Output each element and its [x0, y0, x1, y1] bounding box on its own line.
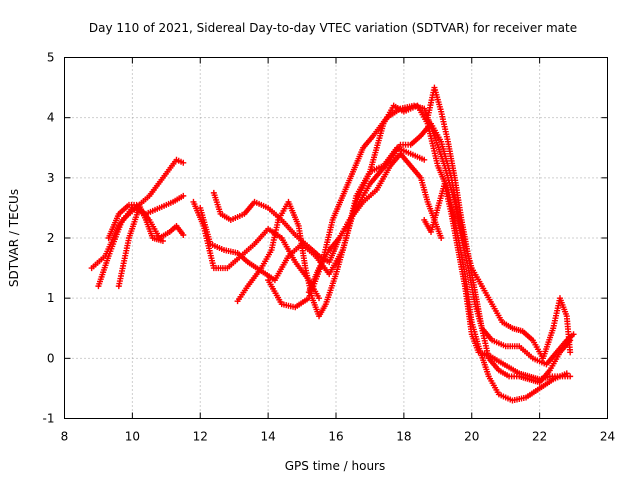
x-tick-label: 24 — [600, 430, 615, 444]
y-tick-label: 3 — [47, 171, 55, 185]
series-track-4 — [105, 201, 166, 245]
data-point-marker — [180, 192, 187, 199]
y-tick-label: 5 — [47, 51, 55, 65]
data-point-marker — [159, 238, 166, 245]
x-tick-label: 22 — [532, 430, 547, 444]
series-track-2 — [95, 156, 187, 290]
x-tick-label: 12 — [193, 430, 208, 444]
data-point-marker — [421, 156, 428, 163]
data-points — [88, 84, 577, 404]
x-tick-label: 16 — [328, 430, 343, 444]
x-tick-label: 10 — [125, 430, 140, 444]
x-axis-label: GPS time / hours — [285, 459, 386, 473]
series-track-12 — [421, 180, 574, 383]
y-tick-label: -1 — [43, 412, 55, 426]
y-tick-label: 2 — [47, 231, 55, 245]
data-point-marker — [570, 331, 577, 338]
series-track-10 — [305, 120, 574, 362]
data-point-marker — [563, 370, 570, 377]
y-tick-label: 4 — [47, 111, 55, 125]
series-track-9 — [265, 102, 577, 368]
x-tick-label: 14 — [260, 430, 275, 444]
series-track-11 — [424, 84, 574, 386]
data-point-marker — [438, 235, 445, 241]
data-point-marker — [180, 159, 187, 166]
y-tick-label: 0 — [47, 351, 55, 365]
series-track-7 — [210, 150, 445, 266]
chart-title: Day 110 of 2021, Sidereal Day-to-day VTE… — [89, 21, 577, 35]
x-tick-label: 18 — [396, 430, 411, 444]
x-tick-label: 8 — [61, 430, 69, 444]
data-point-marker — [567, 337, 574, 344]
data-point-marker — [567, 373, 574, 380]
x-tick-label: 20 — [464, 430, 479, 444]
data-point-marker — [316, 295, 323, 302]
y-tick-label: 1 — [47, 291, 55, 305]
data-point-marker — [567, 349, 574, 356]
y-axis-label: SDTVAR / TECUs — [7, 189, 21, 287]
data-point-marker — [180, 231, 187, 238]
grid — [64, 57, 608, 419]
